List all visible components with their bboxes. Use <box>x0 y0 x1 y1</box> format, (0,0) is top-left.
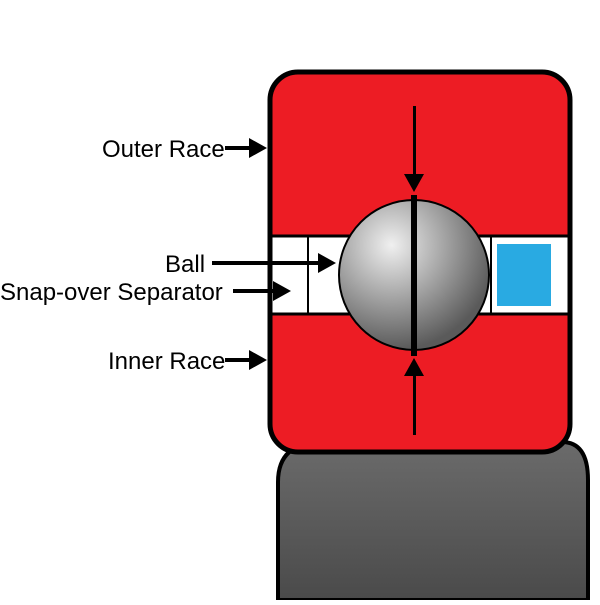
bearing-diagram: Outer Race Ball Snap-over Separator Inne… <box>0 0 600 600</box>
bearing-base <box>278 442 588 600</box>
ball-center-line <box>411 195 417 356</box>
label-separator: Snap-over Separator <box>0 279 223 307</box>
label-inner-race: Inner Race <box>108 348 225 376</box>
separator-accent <box>497 244 551 306</box>
label-outer-race: Outer Race <box>102 136 225 164</box>
label-ball: Ball <box>165 251 205 279</box>
